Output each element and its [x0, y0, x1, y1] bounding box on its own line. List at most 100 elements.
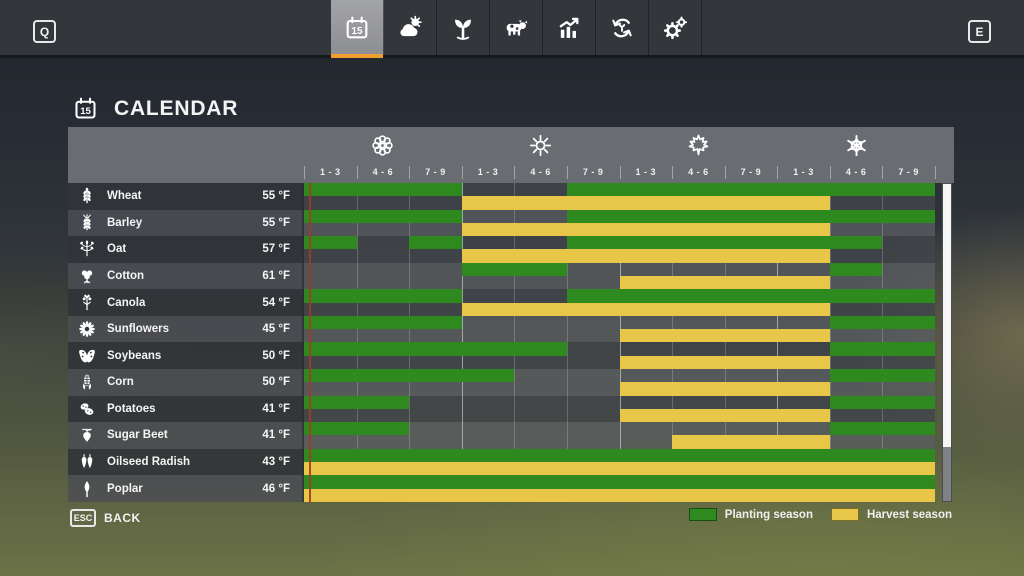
column-tick	[304, 166, 305, 179]
planting-season-bar	[829, 395, 935, 409]
scrollbar-thumb[interactable]	[943, 184, 951, 448]
crop-label: Oat 57 °F	[68, 236, 302, 263]
rotation-icon	[608, 14, 636, 42]
crop-season-cells	[302, 395, 935, 423]
crop-season-cells	[302, 369, 935, 396]
planting-season-bar	[304, 395, 410, 409]
harvest-season-bar	[461, 302, 830, 316]
tab-weather[interactable]	[384, 0, 437, 55]
column-tick	[935, 166, 936, 179]
tab-calendar[interactable]: 15	[331, 0, 384, 58]
crop-season-cells	[302, 422, 935, 449]
leaf-icon	[685, 132, 712, 159]
crop-row: Wheat 55 °F	[68, 183, 935, 210]
planting-season-bar	[304, 369, 515, 383]
crop-name: Wheat	[107, 190, 142, 203]
key-hint-e[interactable]: E	[968, 20, 991, 43]
harvest-season-bar	[304, 488, 935, 502]
period-label: 7 - 9	[898, 167, 919, 177]
svg-text:15: 15	[80, 106, 91, 117]
column-tick	[461, 166, 463, 179]
column-tick	[882, 166, 884, 179]
weather-icon	[396, 14, 424, 42]
crop-germination-temp: 41 °F	[262, 429, 290, 442]
crop-label: Canola 54 °F	[68, 289, 302, 316]
crop-name: Cotton	[107, 270, 145, 283]
tab-animals[interactable]	[490, 0, 543, 55]
planting-season-bar	[304, 448, 935, 463]
season-icons-row	[304, 129, 935, 161]
harvest-season-bar	[672, 435, 830, 449]
back-label: BACK	[104, 511, 141, 525]
planting-season-bar	[304, 315, 462, 330]
tab-economy[interactable]	[543, 0, 596, 55]
canola-icon	[76, 292, 98, 314]
calendar-icon: 15	[72, 95, 99, 122]
crop-row: Cotton 61 °F	[68, 262, 935, 290]
crop-season-cells	[302, 342, 935, 370]
crop-label: Potatoes 41 °F	[68, 395, 302, 423]
legend-swatch	[830, 508, 859, 521]
oat-icon	[76, 238, 98, 260]
crop-season-cells	[302, 289, 935, 316]
column-tick	[566, 166, 568, 179]
sun-icon	[527, 132, 554, 159]
soybean-icon	[76, 345, 98, 367]
tab-bar: 15	[331, 0, 702, 58]
current-day-marker	[309, 183, 311, 502]
key-hint-q[interactable]: Q	[33, 20, 56, 43]
crop-germination-temp: 57 °F	[262, 243, 290, 256]
planting-season-bar	[409, 236, 462, 250]
harvest-season-bar	[304, 462, 935, 476]
crop-label: Corn 50 °F	[68, 369, 302, 396]
crop-name: Sugar Beet	[107, 429, 168, 442]
crop-name: Oilseed Radish	[107, 456, 191, 469]
crop-season-cells	[302, 183, 935, 210]
planting-season-bar	[566, 209, 935, 223]
key-hint-esc: ESC	[70, 509, 96, 527]
crop-germination-temp: 54 °F	[262, 296, 290, 309]
tab-crop-rotation[interactable]	[596, 0, 649, 55]
crop-name: Soybeans	[107, 349, 162, 362]
legend: Planting season Harvest season	[671, 508, 952, 521]
planting-season-bar	[829, 369, 935, 383]
crop-season-cells	[302, 315, 935, 343]
top-bar: Q 15 E	[0, 0, 1024, 58]
tab-crops[interactable]	[437, 0, 490, 55]
period-label: 1 - 3	[477, 167, 499, 177]
period-label: 1 - 3	[320, 167, 341, 177]
legend-swatch	[688, 508, 717, 521]
period-label: 4 - 6	[688, 167, 709, 177]
harvest-season-bar	[461, 196, 830, 210]
calendar-panel: 1 - 3 4 - 6 7 - 9 1 - 3 4 - 6 7 - 9 1 - 3 4 - 6…	[68, 127, 954, 502]
column-tick	[409, 166, 411, 179]
crop-label: Wheat 55 °F	[68, 183, 302, 210]
column-tick	[777, 166, 779, 179]
crop-label: Cotton 61 °F	[68, 262, 302, 290]
sugarbeet-icon	[76, 424, 98, 446]
crop-rows: Wheat 55 °F Barley 55 °F Oat 57 °F Cotton 61 °F…	[68, 183, 935, 502]
planting-season-bar	[829, 262, 883, 277]
crop-germination-temp: 61 °F	[262, 270, 290, 283]
page-title: CALENDAR	[114, 96, 239, 120]
planting-season-bar	[304, 236, 357, 250]
harvest-season-bar	[461, 222, 830, 237]
period-label: 4 - 6	[530, 167, 551, 177]
crop-season-cells	[302, 236, 935, 263]
column-tick	[829, 166, 831, 179]
scrollbar-track[interactable]	[942, 183, 952, 502]
svg-text:15: 15	[351, 25, 363, 36]
period-label: 1 - 3	[635, 167, 657, 177]
period-labels-row: 1 - 3 4 - 6 7 - 9 1 - 3 4 - 6 7 - 9 1 - 3 4 - 6…	[304, 161, 936, 183]
seedling-icon	[449, 14, 477, 42]
season-autumn	[620, 129, 778, 161]
back-button[interactable]: ESC BACK	[70, 509, 141, 527]
tab-settings[interactable]	[649, 0, 702, 55]
crop-row: Potatoes 41 °F	[68, 395, 935, 423]
corn-icon	[76, 371, 98, 393]
harvest-season-bar	[619, 355, 830, 370]
planting-season-bar	[566, 289, 935, 303]
planting-season-bar	[304, 209, 462, 223]
crop-row: Oat 57 °F	[68, 236, 935, 263]
